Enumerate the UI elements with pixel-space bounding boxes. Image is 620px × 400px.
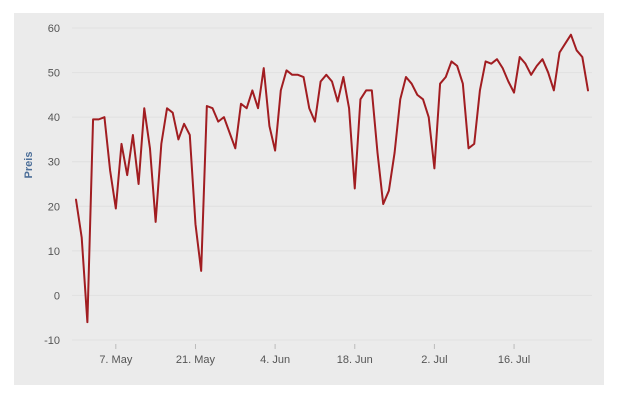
x-tick-label: 2. Jul (421, 354, 447, 366)
line-chart: 60 50 40 30 20 10 0 -10 7. May 21. May 4. Jun 18. … (23, 23, 592, 366)
y-tick-label: 20 (48, 201, 60, 213)
y-tick-label: 60 (48, 23, 60, 35)
y-tick-label: 50 (48, 68, 60, 80)
y-tick-label: 40 (48, 112, 60, 124)
chart-panel: 60 50 40 30 20 10 0 -10 7. May 21. May 4. Jun 18. … (14, 13, 604, 385)
y-tick-label: -10 (44, 335, 60, 347)
x-tick-label: 7. May (99, 354, 133, 366)
x-tick-label: 4. Jun (260, 354, 290, 366)
x-tick-label: 18. Jun (337, 354, 373, 366)
y-tick-label: 0 (54, 290, 60, 302)
x-tick-label: 16. Jul (498, 354, 530, 366)
x-tick-label: 21. May (176, 354, 216, 366)
y-tick-label: 10 (48, 246, 60, 258)
y-tick-label: 30 (48, 157, 60, 169)
gridlines (72, 27, 592, 341)
y-axis-label: Preis (23, 152, 35, 179)
series-line (75, 33, 589, 324)
y-axis-ticks: 60 50 40 30 20 10 0 -10 (44, 23, 60, 347)
x-axis-ticks: 7. May 21. May 4. Jun 18. Jun 2. Jul 16. Jul (99, 344, 530, 366)
